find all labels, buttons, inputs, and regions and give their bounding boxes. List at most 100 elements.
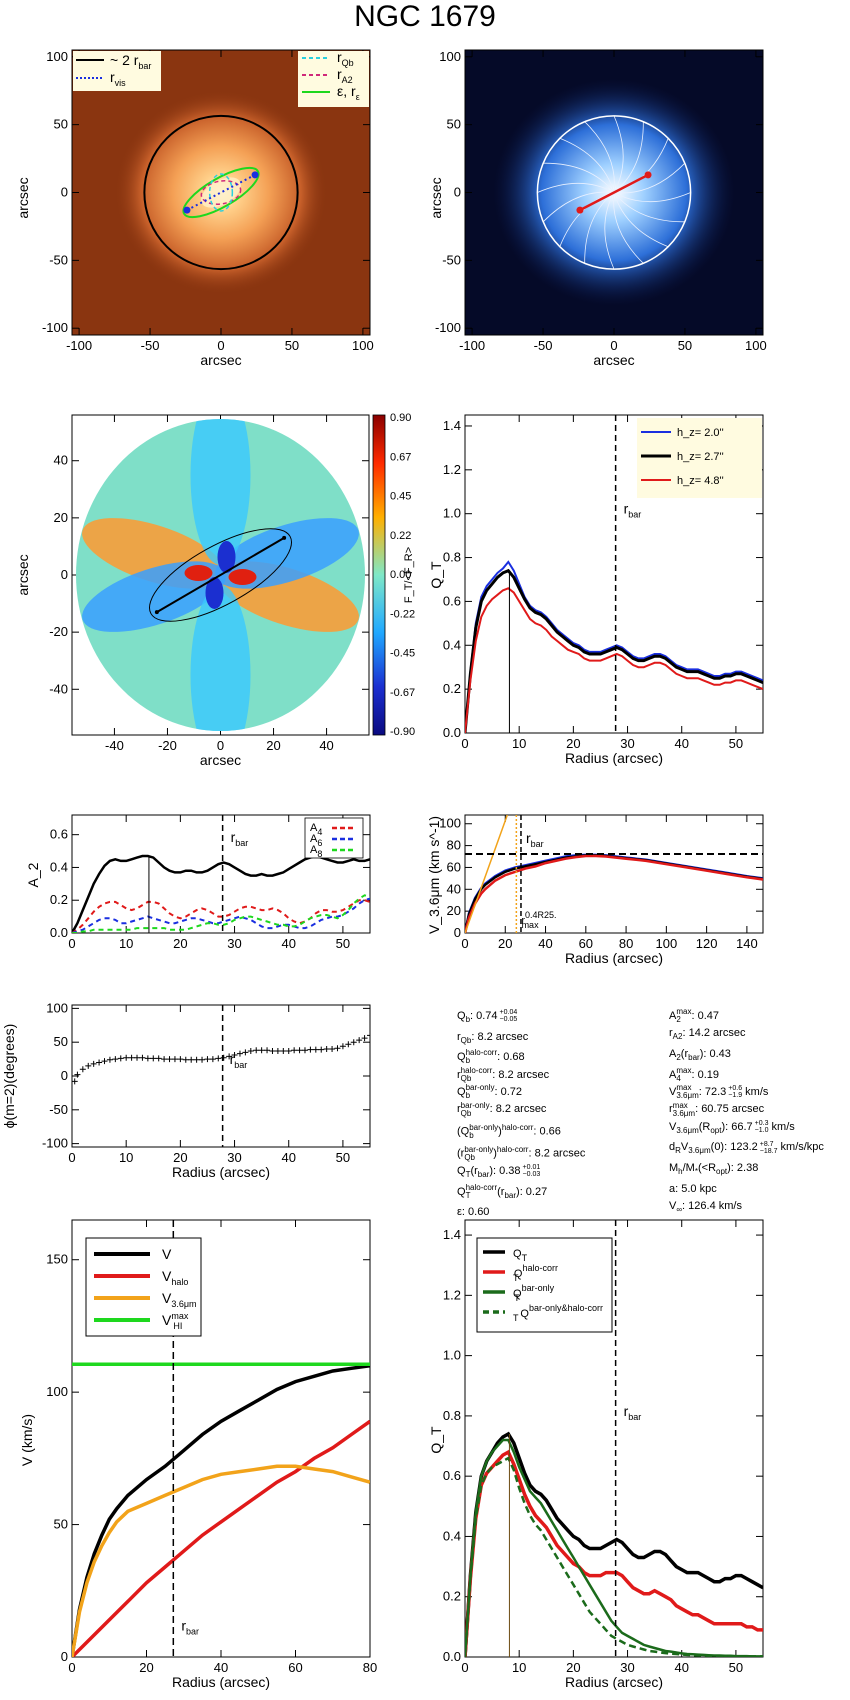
x-axis-label: arcsec — [200, 752, 241, 768]
parameter-text: b — [465, 1015, 471, 1025]
x-axis-label: arcsec — [593, 352, 634, 368]
y-tick-label: 0.0 — [443, 725, 461, 740]
x-tick-label: 10 — [512, 736, 526, 751]
parameter-row: ε: 0.60 — [457, 1204, 585, 1221]
parameter-text: : 0.66 — [533, 1125, 561, 1138]
phase-point — [296, 1047, 303, 1054]
parameter-text: : 8.2 arcsec — [492, 1068, 550, 1081]
phase-point — [96, 1059, 103, 1066]
phase-point — [231, 1052, 238, 1059]
y-tick-label: 80 — [447, 838, 461, 853]
panel-phase-profile: 0 10 20 30 40 50 -100 -50 0 50 100 Radius (arcsec) r… — [1, 1000, 371, 1180]
phase-point — [345, 1041, 352, 1048]
parameter-sup: max — [676, 1065, 692, 1075]
y-tick-label: -100 — [42, 1136, 68, 1151]
x-tick-label: 0 — [68, 1150, 75, 1165]
parameter-row: r max 3.6μm: 60.75 arcsec — [669, 1101, 824, 1118]
parameter-row: (Q bar-only b)halo-corr: 0.66 — [457, 1119, 585, 1141]
parameter-text: bar — [477, 1170, 490, 1180]
parameter-supsub: halo-corr T — [466, 1183, 498, 1200]
y-tick-label: 1.4 — [443, 1227, 461, 1242]
panel-qt-decomposition: 0 10 20 30 40 50 0.0 0.2 0.4 0.6 0.8 1.0 1.2 1.4 Radiu… — [428, 1219, 764, 1690]
map-content — [76, 419, 365, 731]
phase-point — [90, 1060, 97, 1067]
x-tick-label: 60 — [288, 1660, 302, 1675]
legend-label: ~ 2 rbar — [110, 52, 151, 71]
map-core-red — [228, 569, 257, 585]
bar-line — [156, 536, 285, 614]
y-tick-label: 1.2 — [443, 462, 461, 477]
parameter-sub: b — [469, 1130, 474, 1140]
colorbar-tick-label: 0.45 — [390, 491, 411, 503]
parameter-text: (r — [470, 1164, 478, 1177]
rbar-label: rbar — [526, 830, 544, 849]
panel-qt-profile: 0 10 20 30 40 50 0.0 0.2 0.4 0.6 0.8 1.0 1.2 1.4 Radiu… — [428, 414, 764, 766]
y-tick-label: -50 — [442, 252, 461, 267]
phase-point — [367, 1032, 370, 1039]
parameter-row: dRV3.6μm(0): 123.2 +8.7 −18.7 km/s/kpc — [669, 1139, 824, 1160]
parameter-text: opt — [710, 1126, 722, 1135]
parameter-text: : 60.75 arcsec — [695, 1103, 765, 1116]
series-line-1 — [465, 1449, 763, 1657]
series-line-3 — [465, 1456, 763, 1657]
phase-point — [204, 1056, 211, 1063]
x-tick-label: 50 — [336, 1150, 350, 1165]
phase-point — [312, 1046, 319, 1053]
map-core-blue — [205, 577, 224, 609]
x-tick-label: 20 — [266, 738, 280, 753]
potential-contour — [584, 121, 615, 193]
phase-point — [215, 1055, 222, 1062]
x-tick-label: 60 — [579, 936, 593, 951]
parameter-text: Q — [457, 1051, 466, 1064]
y-tick-label: 50 — [54, 1517, 68, 1532]
y-tick-label: 0.6 — [443, 593, 461, 608]
parameter-error: +0.04 −0.05 — [500, 1009, 518, 1023]
phase-point — [177, 1056, 184, 1063]
x-tick-label: 0 — [217, 738, 224, 753]
phase-point — [128, 1054, 135, 1061]
y-tick-label: 0.2 — [50, 892, 68, 907]
potential-contour — [613, 162, 686, 194]
legend-label: QT — [513, 1248, 528, 1263]
parameter-text: V — [669, 1120, 677, 1133]
parameter-text: T — [465, 1170, 471, 1180]
parameter-error: +0.3 −1.0 — [755, 1120, 769, 1134]
x-tick-label: 20 — [498, 936, 512, 951]
parameter-sub: 2 — [676, 1015, 681, 1025]
bar-endpoint — [576, 206, 584, 214]
parameter-text: d — [669, 1141, 676, 1154]
parameter-text: A — [669, 1010, 677, 1022]
x-tick-label: 50 — [336, 936, 350, 951]
parameter-sup: max — [676, 1083, 692, 1093]
series-line-2 — [72, 897, 370, 933]
map-core-blue — [217, 541, 236, 573]
bar-endpoint — [282, 535, 287, 540]
phase-point — [166, 1056, 173, 1063]
x-tick-label: 50 — [729, 1660, 743, 1675]
parameter-sup: bar-only — [465, 1083, 495, 1093]
parameter-text: 2 — [676, 1053, 681, 1063]
legend-label: Qbar-only&halo-corr T — [513, 1303, 603, 1323]
potential-contour — [613, 192, 669, 248]
y-tick-label: 0.2 — [443, 681, 461, 696]
phase-point — [199, 1056, 206, 1063]
parameter-sup: max — [672, 1100, 688, 1110]
parameter-text: /M — [682, 1162, 695, 1174]
phase-point — [72, 1078, 78, 1085]
parameter-sup: max — [676, 1007, 692, 1017]
parameter-text: : 0.74 — [470, 1010, 498, 1022]
colorbar-tick-label: 0.67 — [390, 451, 411, 463]
parameter-text: bar — [504, 1190, 517, 1200]
y-axis-label: A_2 — [25, 862, 41, 887]
y-tick-label: 0 — [61, 1068, 68, 1083]
y-tick-label: 0 — [61, 185, 68, 200]
legend-label: Qhalo-corr T — [513, 1263, 558, 1283]
legend-label: rQb — [337, 49, 354, 68]
y-tick-label: 0.6 — [443, 1468, 461, 1483]
parameter-text: r — [457, 1068, 461, 1081]
